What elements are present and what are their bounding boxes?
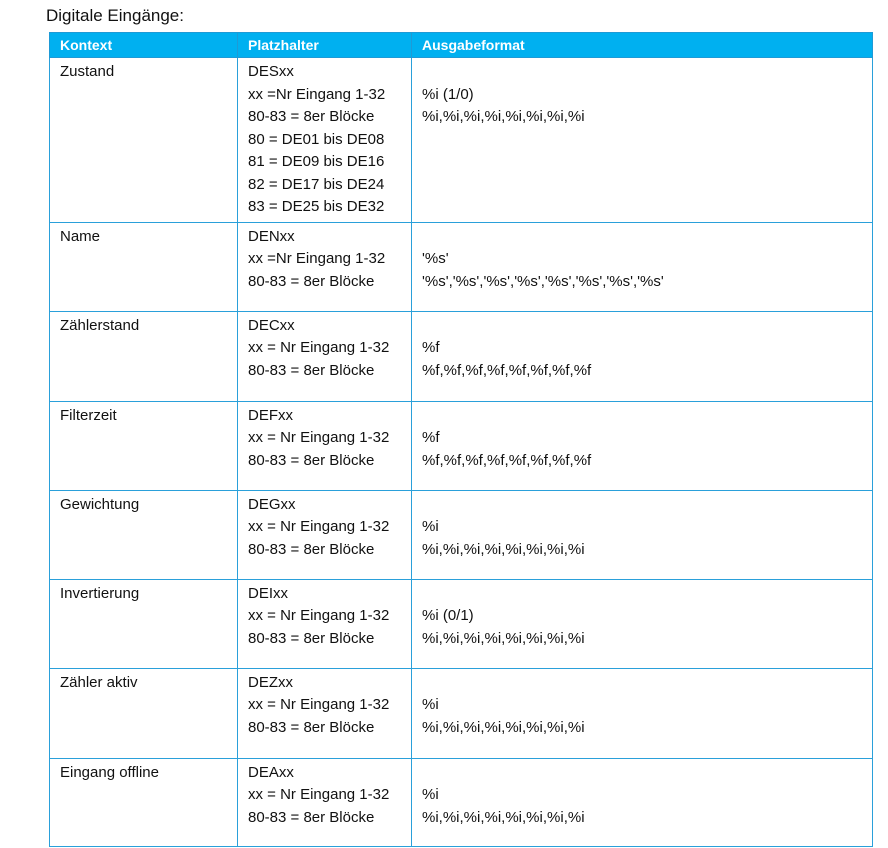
placeholder-line: DEIxx: [248, 584, 289, 602]
output-format-cell: %i %i,%i,%i,%i,%i,%i,%i,%i: [411, 667, 873, 759]
placeholder-line: 80-83 = 8er Blöcke: [248, 718, 375, 736]
output-format-line: %i,%i,%i,%i,%i,%i,%i,%i: [422, 808, 585, 826]
context-text: Invertierung: [60, 584, 140, 602]
context-text: Zählerstand: [60, 316, 140, 334]
context-cell: Zähler aktiv: [49, 667, 238, 759]
output-format-cell: %f %f,%f,%f,%f,%f,%f,%f,%f: [411, 400, 873, 491]
output-format-line: %i,%i,%i,%i,%i,%i,%i,%i: [422, 108, 585, 125]
placeholder-line: DEFxx: [248, 406, 293, 424]
placeholder-line: xx =Nr Eingang 1-32: [248, 85, 386, 103]
context-text: Gewichtung: [60, 495, 140, 513]
context-cell: Gewichtung: [49, 489, 238, 580]
context-cell: Name: [49, 221, 238, 312]
placeholder-line: DECxx: [248, 316, 295, 334]
context-text: Name: [60, 227, 101, 245]
context-text: Filterzeit: [60, 406, 117, 424]
placeholder-line: xx = Nr Eingang 1-32: [248, 607, 390, 624]
placeholder-line: DESxx: [248, 63, 294, 80]
placeholder-line: 80-83 = 8er Blöcke: [248, 629, 375, 647]
placeholder-cell: DEAxx xx = Nr Eingang 1-32 80-83 = 8er Blö…: [237, 757, 412, 847]
table-row: Gewichtung DEGxx xx = Nr Eingang 1-32 80-83…: [49, 489, 873, 580]
table-row: Filterzeit DEFxx xx = Nr Eingang 1-32 80-83…: [49, 400, 873, 491]
placeholder-line: DEAxx: [248, 763, 294, 781]
header-context: Kontext: [49, 32, 238, 58]
placeholder-cell: DESxx xx =Nr Eingang 1-32 80-83 = 8er Blöc…: [237, 57, 412, 223]
placeholder-cell: DENxx xx =Nr Eingang 1-32 80-83 = 8er Blöc…: [237, 221, 412, 312]
placeholder-cell: DEGxx xx = Nr Eingang 1-32 80-83 = 8er Blö…: [237, 489, 412, 580]
output-format-cell: %i (1/0) %i,%i,%i,%i,%i,%i,%i,%i: [411, 57, 873, 223]
output-format-line: %f,%f,%f,%f,%f,%f,%f,%f: [422, 451, 592, 469]
placeholder-cell: DEZxx xx = Nr Eingang 1-32 80-83 = 8er Blö…: [237, 667, 412, 759]
placeholder-line: xx = Nr Eingang 1-32: [248, 518, 390, 535]
output-format-line: %i,%i,%i,%i,%i,%i,%i,%i: [422, 540, 585, 558]
placeholder-line: xx = Nr Eingang 1-32: [248, 786, 390, 803]
table-row: Name DENxx xx =Nr Eingang 1-32 80-83 = 8er …: [49, 221, 873, 312]
placeholder-line: 83 = DE25 bis DE32: [248, 198, 385, 215]
placeholder-cell: DEFxx xx = Nr Eingang 1-32 80-83 = 8er Blö…: [237, 400, 412, 491]
output-format-line: %i (1/0): [422, 85, 474, 103]
placeholder-line: 82 = DE17 bis DE24: [248, 175, 385, 193]
placeholder-line: 81 = DE09 bis DE16: [248, 153, 385, 170]
output-format-cell: '%s' '%s','%s','%s','%s','%s','%s','%s','…: [411, 221, 873, 312]
context-text: Zustand: [60, 63, 115, 80]
output-format-line: %i (0/1): [422, 607, 474, 624]
header-output-format: Ausgabeformat: [411, 32, 873, 58]
output-format-line: %i,%i,%i,%i,%i,%i,%i,%i: [422, 718, 585, 736]
section-title: Digitale Eingänge:: [46, 6, 184, 25]
table-row: Invertierung DEIxx xx = Nr Eingang 1-32 80-…: [49, 578, 873, 669]
context-cell: Filterzeit: [49, 400, 238, 491]
output-format-line: %i: [422, 786, 439, 803]
output-format-cell: %i %i,%i,%i,%i,%i,%i,%i,%i: [411, 757, 873, 847]
output-format-cell: %i %i,%i,%i,%i,%i,%i,%i,%i: [411, 489, 873, 580]
table-row: Zähler aktiv DEZxx xx = Nr Eingang 1-32 80-…: [49, 667, 873, 759]
output-format-line: %i: [422, 696, 439, 713]
output-format-cell: %f %f,%f,%f,%f,%f,%f,%f,%f: [411, 310, 873, 402]
output-format-line: '%s': [422, 250, 449, 267]
placeholder-line: 80-83 = 8er Blöcke: [248, 272, 375, 290]
output-format-line: %f: [422, 339, 440, 356]
output-format-line: '%s','%s','%s','%s','%s','%s','%s','%s': [422, 272, 664, 290]
context-cell: Invertierung: [49, 578, 238, 669]
placeholder-line: 80-83 = 8er Blöcke: [248, 451, 375, 469]
table-row: Eingang offline DEAxx xx = Nr Eingang 1-32…: [49, 757, 873, 847]
context-cell: Eingang offline: [49, 757, 238, 847]
output-format-line: %f: [422, 429, 440, 446]
placeholder-line: 80-83 = 8er Blöcke: [248, 361, 375, 379]
header-placeholder: Platzhalter: [237, 32, 412, 58]
table-header-row: Kontext Platzhalter Ausgabeformat: [49, 32, 873, 58]
placeholder-line: 80-83 = 8er Blöcke: [248, 540, 375, 558]
placeholder-line: DEGxx: [248, 495, 296, 513]
output-format-line: %i,%i,%i,%i,%i,%i,%i,%i: [422, 629, 585, 647]
placeholder-line: DENxx: [248, 227, 295, 245]
placeholder-line: xx = Nr Eingang 1-32: [248, 429, 390, 446]
placeholder-line: xx =Nr Eingang 1-32: [248, 250, 386, 267]
placeholder-line: 80-83 = 8er Blöcke: [248, 808, 375, 826]
table-row: Zustand DESxx xx =Nr Eingang 1-32 80-83 = 8…: [49, 57, 873, 223]
context-cell: Zählerstand: [49, 310, 238, 402]
placeholder-line: DEZxx: [248, 673, 293, 691]
output-format-line: %i: [422, 518, 439, 535]
placeholder-cell: DEIxx xx = Nr Eingang 1-32 80-83 = 8er Blö…: [237, 578, 412, 669]
context-cell: Zustand: [49, 57, 238, 223]
output-format-cell: %i (0/1) %i,%i,%i,%i,%i,%i,%i,%i: [411, 578, 873, 669]
placeholder-table: Kontext Platzhalter Ausgabeformat Zustan…: [49, 32, 873, 847]
placeholder-line: 80 = DE01 bis DE08: [248, 130, 385, 148]
table-row: Zählerstand DECxx xx = Nr Eingang 1-32 80-8…: [49, 310, 873, 402]
placeholder-line: 80-83 = 8er Blöcke: [248, 108, 375, 125]
context-text: Zähler aktiv: [60, 673, 138, 691]
context-text: Eingang offline: [60, 763, 159, 781]
placeholder-line: xx = Nr Eingang 1-32: [248, 339, 390, 356]
placeholder-line: xx = Nr Eingang 1-32: [248, 696, 390, 713]
output-format-line: %f,%f,%f,%f,%f,%f,%f,%f: [422, 361, 592, 379]
placeholder-cell: DECxx xx = Nr Eingang 1-32 80-83 = 8er Blö…: [237, 310, 412, 402]
